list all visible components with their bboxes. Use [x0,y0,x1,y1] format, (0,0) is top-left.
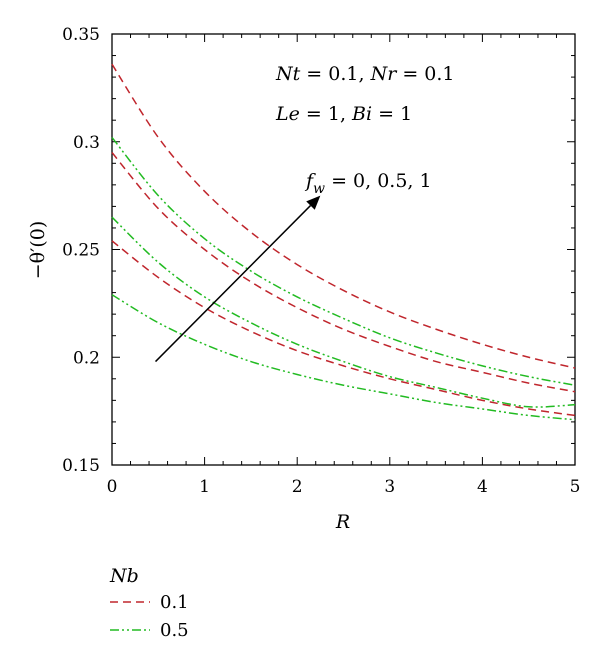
y-tick-label: 0.15 [62,456,100,476]
tick-labels: 0 1 2 3 4 5 0.15 0.2 0.25 0.3 0.35 [62,25,580,497]
series-line-nb-0.1-2 [111,152,576,393]
x-tick-label: 2 [292,477,303,497]
series-layer [111,63,576,421]
annotation-nt-nr: Nt = 0.1, Nr = 0.1 [275,63,455,85]
annotation-le-bi: Le = 1, Bi = 1 [275,103,412,125]
series-line-nb-0.5-4 [111,136,576,386]
y-tick-label: 0.3 [73,133,100,153]
y-axis-label: −θ′(0) [27,221,49,280]
arrow-head [306,195,321,210]
legend-label-0.1: 0.1 [160,592,189,613]
arrow-shaft [154,205,312,363]
legend: Nb 0.1 0.5 [109,565,189,641]
annotation-arrow [154,195,321,363]
legend-title: Nb [109,565,139,587]
plot-frame [111,33,576,466]
series-line-nb-0.1-3 [111,240,576,417]
x-tick-label: 1 [199,477,210,497]
series-line-nb-0.5-5 [111,216,576,408]
y-tick-label: 0.25 [62,241,100,261]
plot-area [111,33,576,466]
x-tick-label: 3 [384,477,395,497]
x-tick-label: 5 [570,477,581,497]
y-tick-label: 0.35 [62,25,100,45]
axis-ticks [111,33,576,466]
series-line-nb-0.5-6 [111,294,576,421]
x-tick-label: 4 [477,477,488,497]
y-tick-label: 0.2 [73,348,100,368]
series-line-nb-0.1-1 [111,63,576,369]
x-tick-label: 0 [107,477,118,497]
legend-label-0.5: 0.5 [160,620,189,641]
x-axis-label: R [335,511,350,533]
annotation-fw: fw = 0, 0.5, 1 [304,170,432,197]
